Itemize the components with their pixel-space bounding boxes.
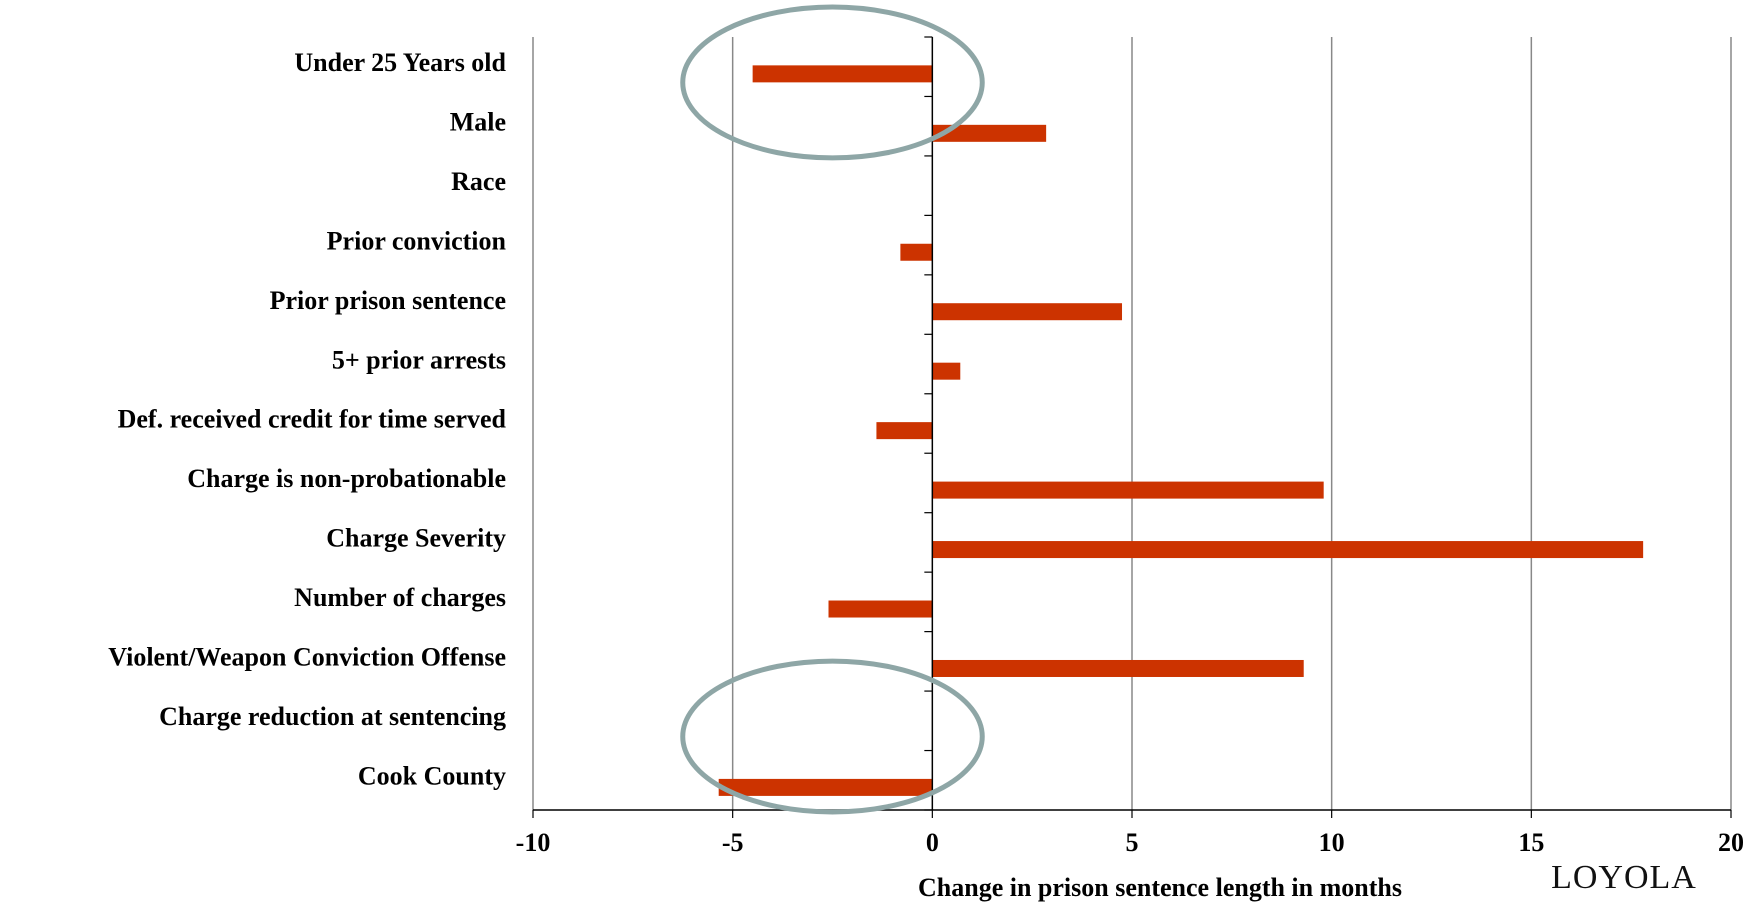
category-label-6: Def. received credit for time served	[118, 405, 507, 434]
bar-8	[932, 541, 1644, 559]
x-tick-label-2: 0	[926, 828, 939, 857]
category-label-2: Race	[451, 167, 506, 196]
x-tick-label-0: -10	[516, 828, 551, 857]
highlight-ellipse-0	[680, 4, 985, 161]
bar-0	[752, 65, 933, 83]
bar-5	[932, 362, 961, 380]
category-labels: Under 25 Years old Male Race Prior convicti…	[108, 48, 506, 791]
bar-6	[876, 422, 933, 440]
bar-10	[932, 659, 1304, 677]
bar-7	[932, 481, 1324, 499]
category-label-3: Prior conviction	[327, 226, 507, 255]
grid-lines	[532, 37, 1732, 810]
bar-3	[900, 243, 933, 261]
category-label-9: Number of charges	[294, 583, 506, 612]
category-label-0: Under 25 Years old	[294, 48, 506, 77]
x-tick-label-3: 5	[1126, 828, 1139, 857]
category-label-8: Charge Severity	[326, 524, 506, 553]
tick-labels: -10 -5 0 5 10 15 20	[516, 828, 1744, 857]
bar-12	[718, 778, 933, 796]
category-label-1: Male	[450, 107, 506, 136]
category-label-7: Charge is non-probationable	[187, 464, 506, 493]
bar-9	[828, 600, 933, 618]
category-label-11: Charge reduction at sentencing	[159, 702, 506, 731]
bars	[718, 65, 1644, 796]
bar-1	[932, 124, 1047, 142]
category-label-12: Cook County	[358, 762, 506, 791]
highlight-ellipses	[680, 4, 985, 815]
bar-4	[932, 303, 1123, 321]
category-label-10: Violent/Weapon Conviction Offense	[108, 643, 506, 672]
x-axis-title: Change in prison sentence length in mont…	[918, 873, 1402, 902]
highlight-ellipse-1	[680, 658, 985, 815]
loyola-logo: LOYOLA	[1551, 859, 1697, 896]
x-tick-label-6: 20	[1718, 828, 1744, 857]
category-label-5: 5+ prior arrests	[332, 345, 506, 374]
x-tick-label-1: -5	[722, 828, 744, 857]
category-label-4: Prior prison sentence	[270, 286, 506, 315]
x-tick-label-4: 10	[1319, 828, 1345, 857]
x-tick-label-5: 15	[1518, 828, 1544, 857]
